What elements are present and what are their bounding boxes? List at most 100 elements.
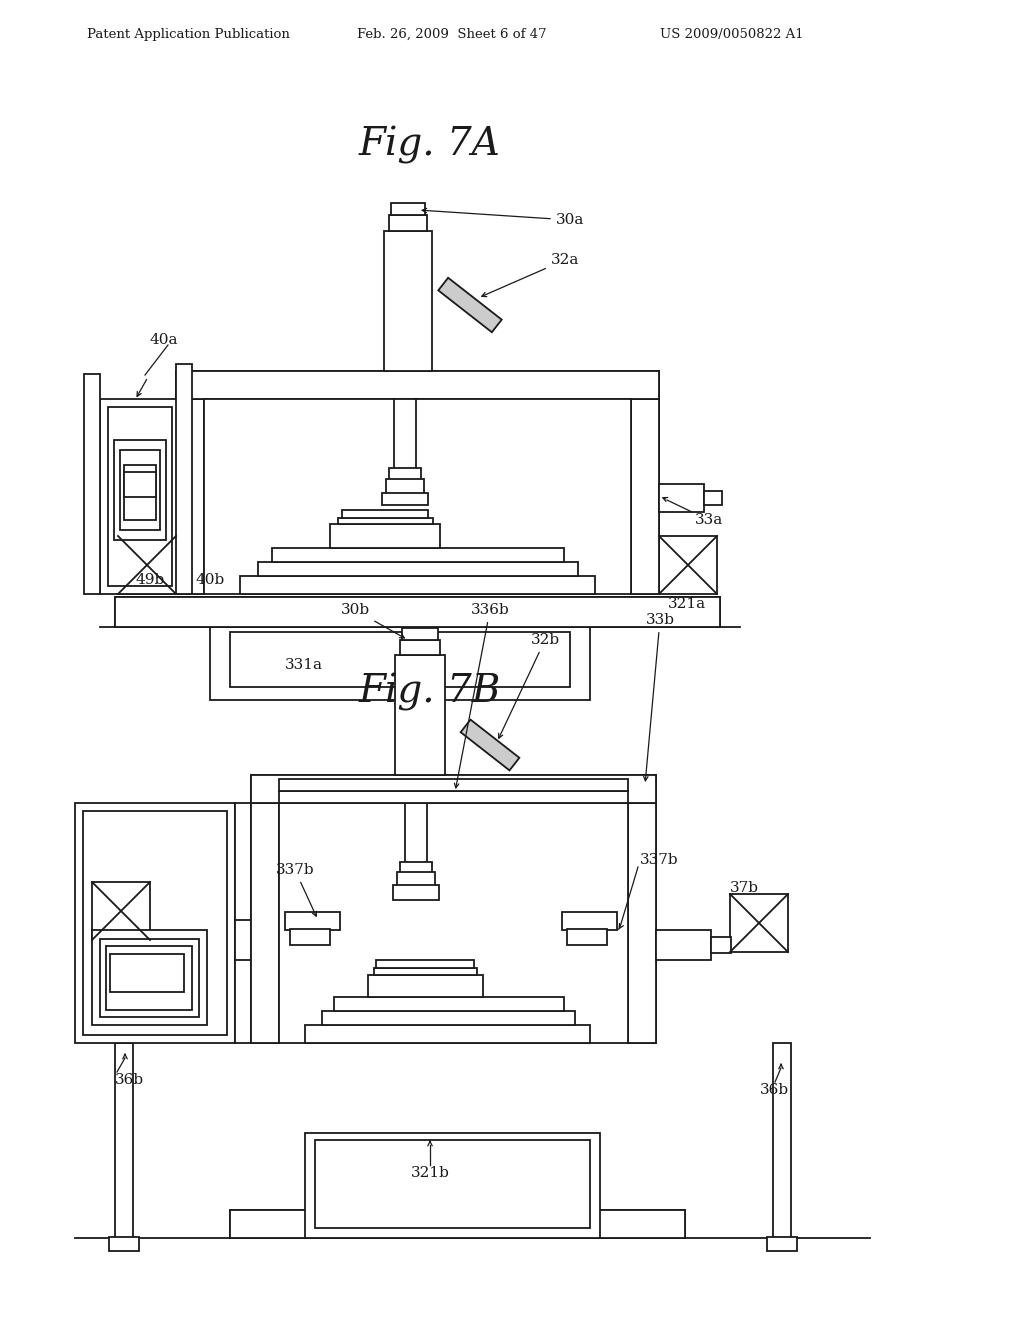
Bar xyxy=(767,1237,797,1251)
Bar xyxy=(106,946,193,1010)
Bar xyxy=(389,215,427,231)
Bar xyxy=(391,203,425,215)
Bar xyxy=(230,1210,685,1238)
Bar xyxy=(92,882,150,940)
Bar xyxy=(75,803,234,1043)
Text: 331a: 331a xyxy=(285,657,323,672)
Bar xyxy=(656,931,711,960)
Bar xyxy=(258,562,578,576)
Bar xyxy=(234,803,251,1043)
Text: 49b: 49b xyxy=(135,573,164,587)
Bar xyxy=(272,548,564,562)
Bar xyxy=(562,912,617,931)
Bar xyxy=(176,399,204,594)
Bar xyxy=(659,536,717,594)
Bar xyxy=(285,912,340,931)
Bar xyxy=(386,479,424,494)
Bar xyxy=(342,510,428,517)
Bar xyxy=(210,627,590,700)
Bar xyxy=(628,803,656,1043)
Text: 33a: 33a xyxy=(695,513,723,527)
Text: Patent Application Publication: Patent Application Publication xyxy=(87,28,290,41)
Bar xyxy=(124,465,156,520)
Bar xyxy=(115,597,720,627)
Text: 36b: 36b xyxy=(760,1082,790,1097)
Bar xyxy=(305,1026,590,1043)
Bar xyxy=(124,473,156,498)
Bar xyxy=(394,399,416,471)
Text: 40a: 40a xyxy=(150,333,178,347)
Bar xyxy=(108,407,172,586)
Bar xyxy=(402,628,438,640)
Bar xyxy=(84,374,100,594)
Bar xyxy=(279,779,628,791)
Bar xyxy=(251,803,279,1043)
Bar xyxy=(376,960,474,968)
Bar xyxy=(438,277,502,333)
Bar xyxy=(176,371,659,399)
Text: 30a: 30a xyxy=(422,209,584,227)
Bar xyxy=(711,937,731,953)
Text: Fig. 7B: Fig. 7B xyxy=(358,673,501,711)
Bar xyxy=(567,929,607,945)
Bar xyxy=(120,450,160,531)
Bar xyxy=(384,231,432,371)
Bar xyxy=(279,791,628,803)
Bar xyxy=(109,1237,139,1251)
Text: Fig. 7A: Fig. 7A xyxy=(359,125,501,164)
Bar xyxy=(395,655,445,775)
Bar xyxy=(176,364,193,594)
Text: US 2009/0050822 A1: US 2009/0050822 A1 xyxy=(660,28,804,41)
Text: 337b: 337b xyxy=(275,863,316,916)
Bar xyxy=(305,1133,600,1238)
Bar xyxy=(176,371,659,399)
Bar xyxy=(730,894,788,952)
Bar xyxy=(338,517,433,524)
Bar xyxy=(251,803,279,1043)
Bar xyxy=(83,810,227,1035)
Text: Feb. 26, 2009  Sheet 6 of 47: Feb. 26, 2009 Sheet 6 of 47 xyxy=(357,28,547,41)
Bar xyxy=(290,929,330,945)
Bar xyxy=(330,524,440,548)
Bar xyxy=(382,492,428,506)
Bar xyxy=(389,469,421,480)
Bar xyxy=(279,803,628,1043)
Bar xyxy=(461,719,519,771)
Bar xyxy=(631,399,659,594)
Bar xyxy=(393,884,439,900)
Bar xyxy=(251,775,656,803)
Bar xyxy=(374,968,477,975)
Bar xyxy=(628,803,656,1043)
Text: 32b: 32b xyxy=(499,634,559,738)
Bar xyxy=(100,939,199,1016)
Bar xyxy=(659,484,705,512)
Bar xyxy=(406,803,427,865)
Bar xyxy=(92,931,207,1026)
Text: 33b: 33b xyxy=(643,612,675,781)
Bar xyxy=(334,997,564,1011)
Bar xyxy=(631,399,659,594)
Bar xyxy=(251,775,656,803)
Bar xyxy=(176,399,204,594)
Bar xyxy=(115,1043,133,1238)
Bar xyxy=(204,399,631,594)
Bar xyxy=(322,1011,575,1026)
Text: 337b: 337b xyxy=(640,853,679,867)
Text: 321a: 321a xyxy=(668,597,707,611)
Bar xyxy=(773,1043,791,1238)
Text: 30b: 30b xyxy=(340,603,404,638)
Bar xyxy=(315,1140,590,1228)
Bar xyxy=(368,975,483,997)
Bar xyxy=(114,440,166,540)
Text: 36b: 36b xyxy=(115,1073,144,1086)
Text: 37b: 37b xyxy=(730,880,759,895)
Bar xyxy=(705,491,722,506)
Text: 321b: 321b xyxy=(411,1166,450,1180)
Bar xyxy=(234,920,253,960)
Bar xyxy=(110,954,184,993)
Text: 32a: 32a xyxy=(482,253,580,297)
Text: 40b: 40b xyxy=(195,573,224,587)
Text: 336b: 336b xyxy=(455,603,509,788)
Bar xyxy=(400,640,440,655)
Bar xyxy=(400,862,432,874)
